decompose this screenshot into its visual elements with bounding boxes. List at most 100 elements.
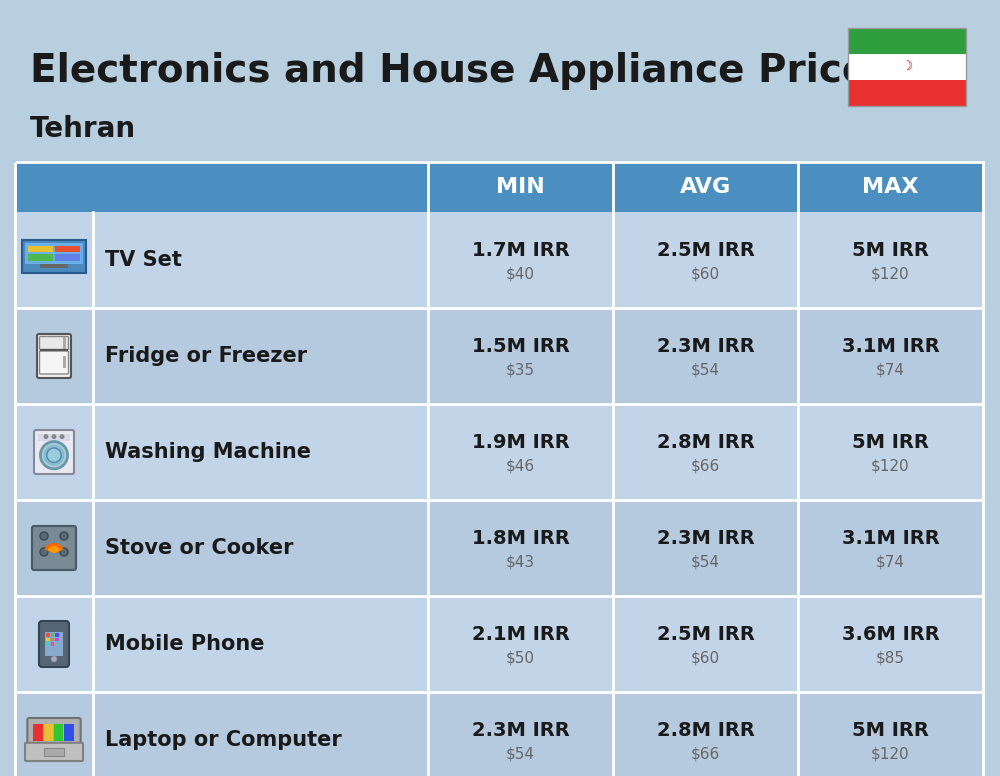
Text: 3.1M IRR: 3.1M IRR: [842, 528, 939, 548]
FancyBboxPatch shape: [25, 743, 83, 761]
Text: 2.1M IRR: 2.1M IRR: [472, 625, 569, 643]
Text: $60: $60: [691, 650, 720, 666]
Bar: [50, 258, 58, 265]
Text: $43: $43: [506, 555, 535, 570]
Text: 2.8M IRR: 2.8M IRR: [657, 432, 754, 452]
Text: $120: $120: [871, 459, 910, 473]
Bar: [51, 633, 54, 636]
Text: Tehran: Tehran: [30, 115, 136, 143]
Text: Electronics and House Appliance Prices: Electronics and House Appliance Prices: [30, 52, 891, 90]
Text: 2.5M IRR: 2.5M IRR: [657, 625, 754, 643]
Text: $54: $54: [691, 555, 720, 570]
Bar: [63, 356, 66, 368]
Text: $74: $74: [876, 362, 905, 377]
Bar: [15, 212, 983, 308]
Text: $50: $50: [506, 650, 535, 666]
Text: Washing Machine: Washing Machine: [105, 442, 311, 462]
Bar: [63, 337, 66, 349]
Text: Stove or Cooker: Stove or Cooker: [105, 538, 294, 558]
Bar: [38, 434, 70, 442]
Text: 2.8M IRR: 2.8M IRR: [657, 720, 754, 740]
Circle shape: [60, 532, 68, 540]
Text: $46: $46: [506, 459, 535, 473]
Bar: [54, 724, 63, 741]
Text: 2.3M IRR: 2.3M IRR: [657, 528, 754, 548]
Circle shape: [52, 434, 56, 439]
Circle shape: [40, 532, 48, 540]
Circle shape: [40, 442, 68, 469]
Text: $120: $120: [871, 747, 910, 761]
Text: Fridge or Freezer: Fridge or Freezer: [105, 346, 307, 366]
Text: $35: $35: [506, 362, 535, 377]
Bar: [15, 162, 983, 212]
Bar: [55, 633, 59, 636]
Text: 2.3M IRR: 2.3M IRR: [472, 720, 569, 740]
Circle shape: [44, 445, 64, 466]
Text: 3.1M IRR: 3.1M IRR: [842, 337, 939, 355]
Wedge shape: [47, 546, 61, 553]
Bar: [15, 596, 983, 692]
Bar: [15, 162, 983, 776]
FancyBboxPatch shape: [40, 351, 68, 374]
Bar: [45, 632, 63, 656]
Bar: [51, 638, 54, 641]
Bar: [46, 643, 50, 646]
Text: AVG: AVG: [680, 177, 731, 197]
Wedge shape: [45, 543, 63, 553]
Text: $60: $60: [691, 266, 720, 282]
Bar: [15, 692, 983, 776]
Bar: [28, 255, 53, 261]
FancyBboxPatch shape: [34, 430, 74, 474]
Bar: [22, 240, 86, 273]
Bar: [848, 28, 966, 106]
Bar: [46, 638, 50, 641]
Text: Mobile Phone: Mobile Phone: [105, 634, 264, 654]
Bar: [55, 255, 80, 261]
Bar: [40, 265, 68, 268]
Text: $54: $54: [506, 747, 535, 761]
Bar: [33, 724, 43, 741]
Bar: [15, 500, 983, 596]
Text: 1.5M IRR: 1.5M IRR: [472, 337, 569, 355]
Text: $66: $66: [691, 459, 720, 473]
Text: Laptop or Computer: Laptop or Computer: [105, 730, 342, 750]
Bar: [51, 643, 54, 646]
Text: 1.8M IRR: 1.8M IRR: [472, 528, 569, 548]
Bar: [46, 633, 50, 636]
Bar: [64, 724, 74, 741]
Text: 2.3M IRR: 2.3M IRR: [657, 337, 754, 355]
Text: 3.6M IRR: 3.6M IRR: [842, 625, 939, 643]
Text: $66: $66: [691, 747, 720, 761]
Bar: [28, 246, 53, 252]
FancyBboxPatch shape: [32, 526, 76, 570]
Circle shape: [44, 434, 48, 439]
Circle shape: [47, 448, 61, 462]
Text: $74: $74: [876, 555, 905, 570]
Bar: [848, 28, 966, 54]
Text: $40: $40: [506, 266, 535, 282]
Circle shape: [60, 548, 68, 556]
Text: 2.5M IRR: 2.5M IRR: [657, 241, 754, 259]
Text: ☽: ☽: [901, 61, 913, 74]
Bar: [25, 243, 83, 264]
Text: 5M IRR: 5M IRR: [852, 720, 929, 740]
Text: MAX: MAX: [862, 177, 919, 197]
Text: 5M IRR: 5M IRR: [852, 241, 929, 259]
Circle shape: [51, 656, 57, 662]
Text: $120: $120: [871, 266, 910, 282]
Text: 1.9M IRR: 1.9M IRR: [472, 432, 569, 452]
Bar: [44, 724, 53, 741]
Bar: [55, 246, 80, 252]
FancyBboxPatch shape: [37, 334, 71, 378]
Text: MIN: MIN: [496, 177, 545, 197]
Text: 1.7M IRR: 1.7M IRR: [472, 241, 569, 259]
FancyBboxPatch shape: [40, 337, 68, 349]
Text: $54: $54: [691, 362, 720, 377]
Text: $85: $85: [876, 650, 905, 666]
Bar: [55, 638, 59, 641]
FancyBboxPatch shape: [39, 621, 69, 667]
Bar: [15, 308, 983, 404]
FancyBboxPatch shape: [27, 718, 81, 747]
Circle shape: [60, 434, 64, 439]
Circle shape: [40, 548, 48, 556]
